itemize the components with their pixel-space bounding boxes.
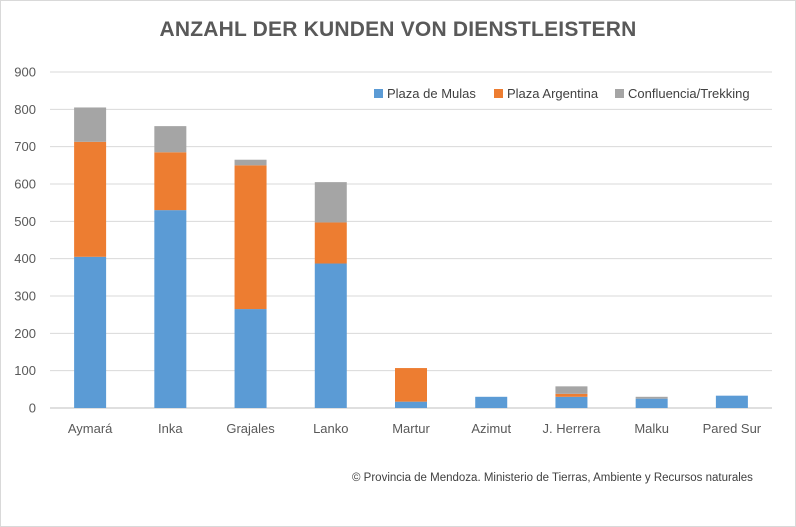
y-tick-label: 900 — [14, 65, 36, 80]
bar-segment — [154, 210, 187, 408]
y-tick-label: 100 — [14, 363, 36, 378]
bar-segment — [314, 222, 347, 264]
bar-segment — [555, 396, 588, 408]
legend: Plaza de Mulas Plaza Argentina Confluencia… — [374, 86, 750, 101]
x-tick-label: Azimut — [471, 421, 511, 436]
bar-segment — [154, 126, 187, 153]
y-tick-label: 800 — [14, 102, 36, 117]
y-axis: 0 100 200 300 400 500 600 700 800 900 — [14, 65, 36, 416]
bar-segment — [635, 398, 668, 408]
x-tick-label: Grajales — [226, 421, 275, 436]
x-tick-label: J. Herrera — [543, 421, 602, 436]
bar-segment — [314, 182, 347, 223]
bar-segment — [395, 368, 427, 402]
y-tick-label: 0 — [29, 401, 36, 416]
bar-segment — [74, 141, 107, 257]
y-tick-label: 200 — [14, 326, 36, 341]
y-tick-label: 300 — [14, 289, 36, 304]
x-tick-label: Martur — [392, 421, 430, 436]
x-tick-label: Lanko — [313, 421, 348, 436]
source-note: © Provincia de Mendoza. Ministerio de Ti… — [352, 472, 753, 484]
y-tick-label: 500 — [14, 214, 36, 229]
y-tick-label: 600 — [14, 177, 36, 192]
x-tick-label: Inka — [158, 421, 183, 436]
x-axis: Aymará Inka Grajales Lanko Martur Azimut J. He… — [68, 421, 762, 436]
legend-swatch — [494, 89, 503, 98]
bar-segment — [555, 393, 588, 397]
bar-segment — [74, 107, 107, 142]
legend-label: Plaza Argentina — [507, 86, 599, 101]
legend-swatch — [615, 89, 624, 98]
bar-segment — [715, 395, 748, 408]
bar-segment — [234, 165, 267, 310]
legend-label: Plaza de Mulas — [387, 86, 476, 101]
bar-segment — [234, 159, 267, 166]
legend-swatch — [374, 89, 383, 98]
x-tick-label: Aymará — [68, 421, 113, 436]
bar-segment — [74, 256, 107, 408]
x-tick-label: Malku — [634, 421, 669, 436]
bar-segment — [555, 386, 588, 394]
bars — [74, 107, 748, 408]
bar-segment — [234, 309, 267, 408]
y-tick-label: 700 — [14, 139, 36, 154]
legend-label: Confluencia/Trekking — [628, 86, 750, 101]
x-tick-label: Pared Sur — [703, 421, 762, 436]
bar-segment — [475, 396, 508, 408]
bar-segment — [395, 401, 427, 408]
y-tick-label: 400 — [14, 251, 36, 266]
bar-segment — [154, 152, 187, 211]
chart-title: ANZAHL DER KUNDEN VON DIENSTLEISTERN — [159, 18, 637, 41]
bar-segment — [635, 396, 668, 399]
bar-segment — [314, 263, 347, 408]
